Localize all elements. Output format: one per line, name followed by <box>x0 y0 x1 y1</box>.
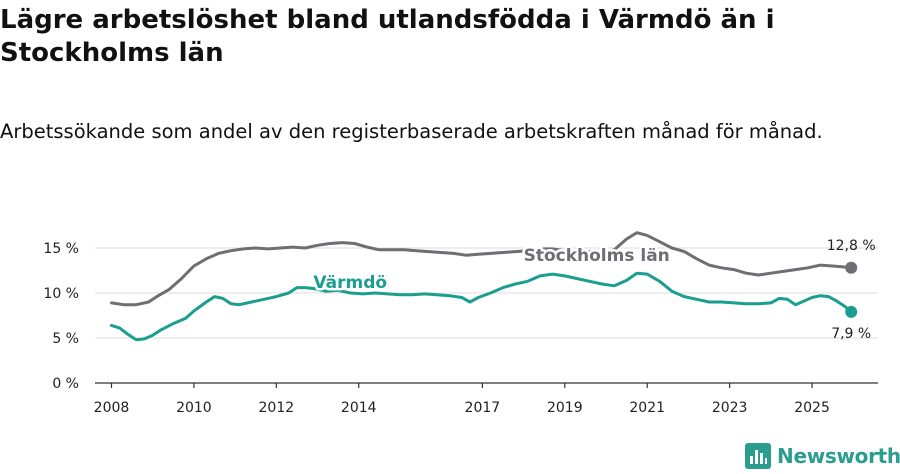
series-end-label-1: 7,9 % <box>831 326 871 342</box>
series-end-marker-1 <box>845 305 858 318</box>
series-line-1 <box>110 271 853 342</box>
y-axis: 0 % 5 % 10 % 15 % <box>43 241 79 392</box>
x-tick-label: 2014 <box>341 400 377 416</box>
x-tick-label: 2021 <box>629 400 665 416</box>
series-lines <box>110 231 858 342</box>
chart-title: Lägre arbetslöshet bland utlandsfödda i … <box>0 5 775 68</box>
x-tick-label: 2010 <box>176 400 212 416</box>
x-tick-label: 2025 <box>794 400 830 416</box>
y-tick-label: 15 % <box>43 241 79 257</box>
x-tick-label: 2023 <box>712 400 748 416</box>
series-name-label-0: Stockholms län <box>524 246 670 266</box>
chart-subtitle: Arbetssökande som andel av den registerb… <box>0 120 823 143</box>
series-end-marker-0 <box>845 261 858 274</box>
series-line-0 <box>110 231 853 307</box>
x-tick-label: 2008 <box>94 400 130 416</box>
x-tick-label: 2017 <box>465 400 501 416</box>
x-tick-label: 2012 <box>259 400 295 416</box>
series-labels: 12,8 % 7,9 % Stockholms län Värmdö <box>311 238 876 342</box>
series-name-label-1: Värmdö <box>313 273 387 293</box>
y-tick-label: 5 % <box>52 331 79 347</box>
x-tick-label: 2019 <box>547 400 583 416</box>
series-end-label-0: 12,8 % <box>827 238 876 254</box>
brand-name: Newsworthy <box>777 444 900 468</box>
x-axis: 2008 2010 2012 2014 2017 2019 2021 2023 2025 <box>94 382 878 416</box>
brand-logo[interactable]: Newsworthy <box>745 441 900 471</box>
newsworthy-logo-icon <box>745 443 771 469</box>
y-tick-label: 10 % <box>43 286 79 302</box>
y-tick-label: 0 % <box>52 376 79 392</box>
